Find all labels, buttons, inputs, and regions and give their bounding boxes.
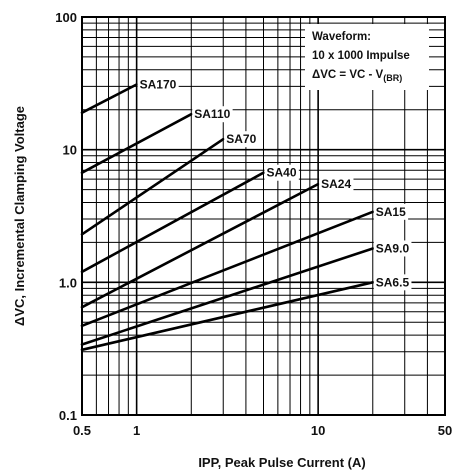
series-label-background-sa170 (137, 76, 179, 93)
series-line-sa170 (80, 83, 138, 114)
series-line-sa40 (80, 171, 265, 274)
plot-frame (81, 16, 446, 416)
annotation-line-3-main: ΔVC = VC - V (312, 69, 384, 81)
series-label-background-sa70 (224, 131, 259, 148)
x-tick-label: 50 (438, 423, 452, 438)
series-label-background-sa9-0 (373, 240, 412, 257)
annotation-line-3: ΔVC = VC - V(BR) (312, 69, 402, 83)
series-label-sa40: SA40 (267, 166, 297, 180)
series-lines (80, 83, 375, 352)
series-line-sa15 (80, 210, 375, 328)
series-line-sa6-5 (80, 280, 375, 352)
series-label-sa110: SA110 (194, 107, 230, 121)
y-tick-label: 0.1 (59, 408, 77, 423)
series-line-sa110 (80, 112, 193, 174)
annotation-background (305, 24, 429, 90)
annotation-line-2: 10 x 1000 Impulse (312, 50, 410, 62)
tick-labels: 0.5 1 10 50 0.1 1.0 10 100 (55, 10, 452, 438)
series-label-sa6-5: SA6.5 (376, 275, 410, 289)
series-label-background-sa6-5 (373, 274, 412, 291)
annotation-line-3-subscript: (BR) (383, 73, 402, 83)
x-tick-label: 10 (311, 423, 325, 438)
series-label-background-sa24 (319, 176, 354, 193)
series-line-sa24 (80, 182, 320, 309)
y-tick-label: 100 (55, 10, 77, 25)
series-labels: SA170 SA110 SA70 SA40 SA24 SA15 SA9.0 SA6.5 (137, 76, 412, 291)
series-line-sa70 (80, 137, 225, 236)
y-tick-label: 1.0 (59, 275, 77, 290)
annotation-line-1: Waveform: (312, 31, 371, 43)
x-axis-title: IPP, Peak Pulse Current (A) (198, 455, 365, 470)
y-tick-label: 10 (63, 143, 77, 158)
series-label-background-sa15 (373, 203, 409, 220)
x-tick-label: 0.5 (73, 423, 91, 438)
series-label-background-sa110 (192, 106, 233, 123)
y-axis-title: ΔVC, Incremental Clamping Voltage (12, 106, 27, 326)
series-line-sa9-0 (80, 247, 375, 346)
series-label-sa70: SA70 (226, 132, 256, 146)
series-label-sa24: SA24 (321, 177, 351, 191)
series-label-sa170: SA170 (140, 77, 177, 91)
series-label-background-sa40 (264, 164, 299, 181)
waveform-annotation: Waveform: 10 x 1000 Impulse ΔVC = VC - V… (305, 24, 429, 90)
x-tick-label: 1 (133, 423, 140, 438)
series-label-sa9-0: SA9.0 (376, 241, 410, 255)
series-label-sa15: SA15 (376, 205, 406, 219)
